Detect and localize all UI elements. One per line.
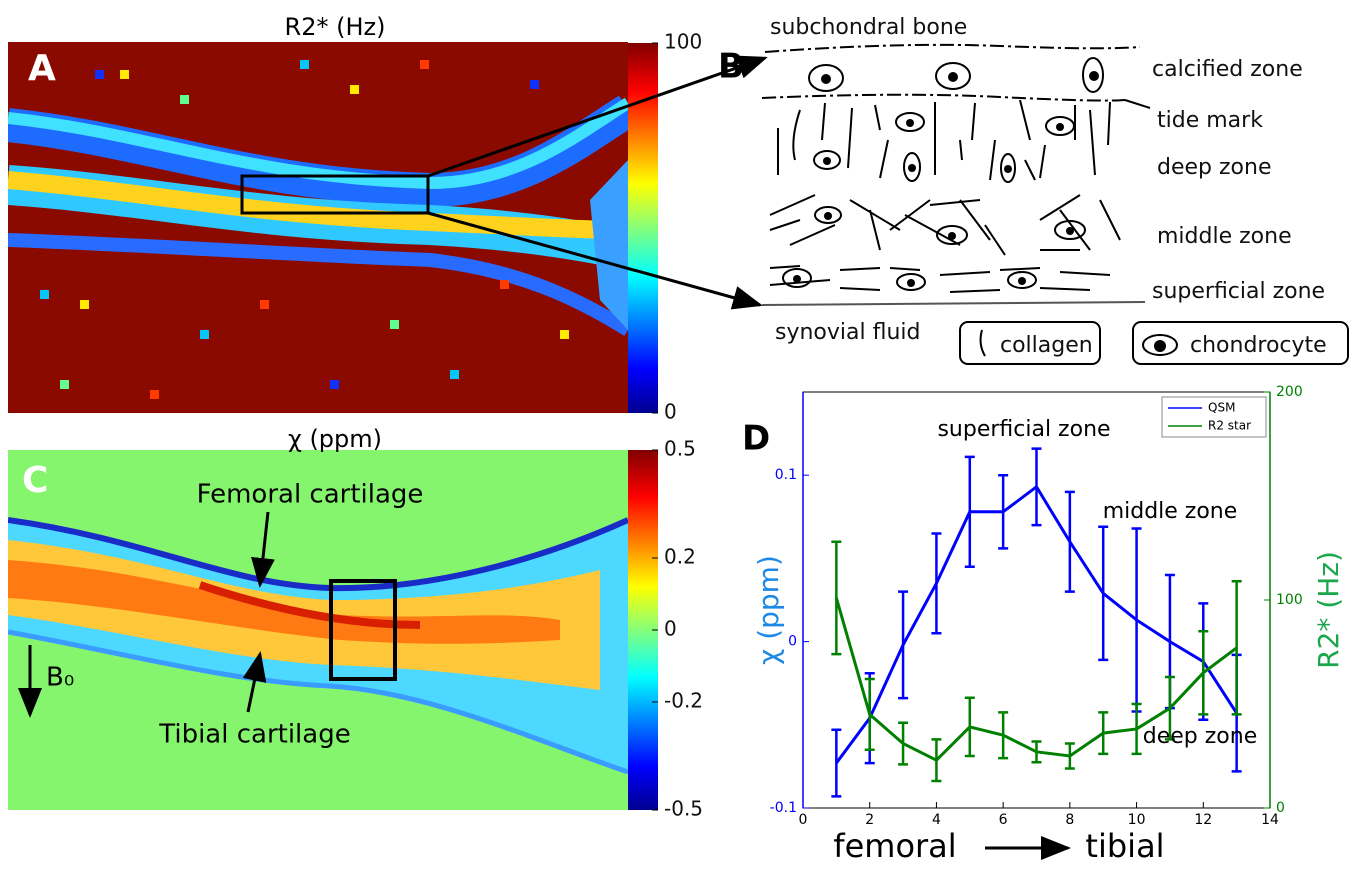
panel-title: R2* (Hz) (285, 13, 386, 41)
panel-label: A (28, 48, 56, 89)
field-label: B₀ (46, 663, 74, 693)
colorbar-tick-label: -0.5 (664, 797, 703, 821)
colorbar-tick-label: -0.2 (664, 689, 703, 713)
legend-box (1161, 396, 1267, 438)
annotation: superficial zone (937, 417, 1110, 442)
layer-label: superficial zone (1152, 279, 1325, 304)
series-line (835, 484, 1238, 764)
layer-label: subchondral bone (770, 15, 967, 40)
colorbar-tick-label: 0.2 (664, 545, 696, 569)
r2-map (8, 42, 628, 413)
x-tick-label: 8 (1065, 812, 1074, 828)
panel-title: χ (ppm) (288, 425, 382, 453)
qsm-map (8, 450, 628, 810)
x-axis-label: tibial (1085, 827, 1164, 865)
y-tick-label: 0 (788, 634, 797, 650)
colorbar-tick-label: 0.5 (664, 437, 696, 461)
annotation-arrow (242, 651, 267, 713)
legend-label: QSM (1208, 401, 1235, 415)
layer-label: synovial fluid (775, 320, 920, 345)
layer-label: deep zone (1157, 155, 1271, 180)
annotation-arrow (251, 511, 275, 588)
colorbar-tick-label: 0 (664, 400, 677, 424)
legend-label: chondrocyte (1190, 333, 1327, 358)
zoom-arrow (427, 211, 763, 310)
x-tick-label: 12 (1194, 812, 1212, 828)
y2-tick-label: 100 (1276, 592, 1303, 608)
roi-box (240, 174, 430, 215)
cartilage-diagram (761, 43, 1349, 365)
roi-box (329, 579, 397, 681)
layer-label: tide mark (1157, 108, 1263, 133)
colorbar-tick-label: 0 (664, 617, 677, 641)
layer-label: calcified zone (1152, 57, 1303, 82)
panel-label: D (742, 419, 770, 459)
x-tick-label: 2 (865, 812, 874, 828)
legend-label: R2 star (1208, 419, 1251, 433)
error-bar (831, 540, 842, 656)
x-tick-label: 10 (1128, 812, 1146, 828)
annotation: Femoral cartilage (197, 480, 424, 510)
y2-tick-label: 200 (1276, 384, 1303, 400)
annotation: deep zone (1143, 724, 1257, 749)
annotation: Tibial cartilage (158, 720, 350, 750)
y2-tick-label: 0 (1276, 800, 1285, 816)
y-tick-label: 0.1 (775, 467, 797, 483)
panel-label: B (718, 47, 744, 87)
zoom-arrow (427, 55, 768, 178)
error-bar (831, 728, 842, 798)
x-tick-label: 14 (1261, 812, 1279, 828)
x-axis-label: femoral (833, 827, 956, 865)
y-axis-label: χ (ppm) (752, 555, 785, 665)
x-tick-label: 6 (999, 812, 1008, 828)
layer-label: middle zone (1157, 224, 1292, 249)
series-line (834, 597, 1238, 762)
annotation: middle zone (1103, 499, 1238, 524)
panel-label: C (22, 460, 48, 501)
x-tick-label: 4 (932, 812, 941, 828)
legend-label: collagen (1000, 333, 1093, 358)
y2-axis-label: R2* (Hz) (1312, 551, 1345, 669)
colorbar-tick-label: 100 (664, 30, 702, 54)
y-tick-label: -0.1 (770, 800, 797, 816)
x-tick-label: 0 (799, 812, 808, 828)
